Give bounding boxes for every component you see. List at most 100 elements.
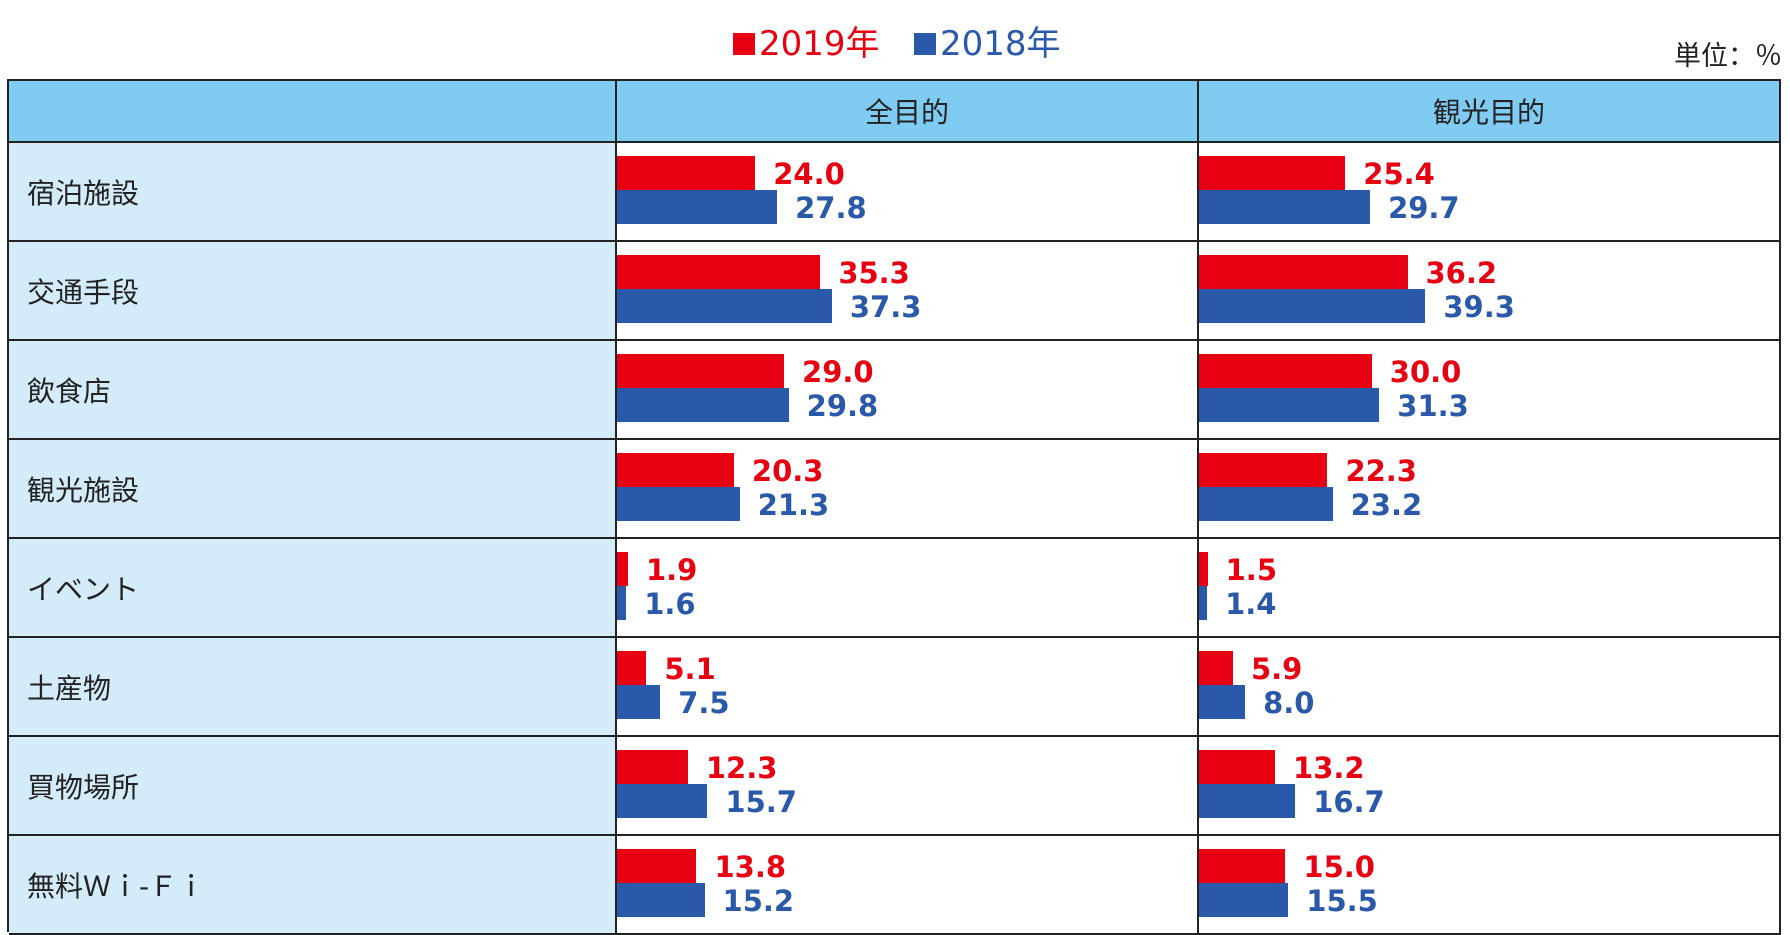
bar-2018 <box>617 586 627 620</box>
bar-cell-3-2: 30.0 31.3 <box>1199 341 1781 440</box>
data-label-2019: 22.3 <box>1345 454 1417 488</box>
bar-2019 <box>1199 156 1346 190</box>
row-label-2: 交通手段 <box>9 242 617 341</box>
bar-2019 <box>1199 255 1408 289</box>
data-label-2018: 15.5 <box>1306 884 1378 918</box>
data-label-2018: 1.4 <box>1225 587 1277 621</box>
data-label-2019: 35.3 <box>838 256 910 290</box>
bar-2019 <box>617 354 785 388</box>
bar-2019 <box>1199 750 1276 784</box>
legend-label-2019: 2019年 <box>759 24 880 64</box>
chart-table: 全目的 観光目的 宿泊施設 24.0 27.8 25.4 29.7 交通手段 35.3 37.3 3… <box>7 79 1781 935</box>
bar-2018 <box>1199 685 1246 719</box>
column-header-2: 観光目的 <box>1199 81 1781 143</box>
bar-2018 <box>617 685 661 719</box>
data-label-2018: 8.0 <box>1263 686 1315 720</box>
data-label-2018: 39.3 <box>1443 290 1515 324</box>
data-label-2019: 25.4 <box>1363 157 1435 191</box>
bar-2019 <box>1199 453 1328 487</box>
bar-2018 <box>1199 586 1208 620</box>
data-label-2019: 1.9 <box>645 553 698 587</box>
row-label-1: 宿泊施設 <box>9 143 617 242</box>
bar-2018 <box>617 289 832 323</box>
bar-2019 <box>617 750 688 784</box>
data-label-2019: 24.0 <box>773 157 845 191</box>
bar-cell-8-2: 15.0 15.5 <box>1199 836 1781 935</box>
bar-cell-4-2: 22.3 23.2 <box>1199 440 1781 539</box>
bar-cell-4-1: 20.3 21.3 <box>617 440 1199 539</box>
legend-swatch-2019 <box>733 33 755 55</box>
bar-cell-5-1: 1.9 1.6 <box>617 539 1199 638</box>
row-label-6: 土産物 <box>9 638 617 737</box>
data-label-2018: 29.8 <box>806 389 879 423</box>
data-label-2018: 27.8 <box>795 191 867 225</box>
data-label-2019: 20.3 <box>751 454 824 488</box>
row-label-7: 買物場所 <box>9 737 617 836</box>
data-label-2019: 13.2 <box>1293 751 1365 785</box>
data-label-2018: 31.3 <box>1397 389 1469 423</box>
data-label-2018: 16.7 <box>1313 785 1385 819</box>
bar-cell-2-2: 36.2 39.3 <box>1199 242 1781 341</box>
row-label-5: イベント <box>9 539 617 638</box>
bar-2019 <box>1199 849 1286 883</box>
bar-2018 <box>1199 487 1333 521</box>
data-label-2019: 12.3 <box>705 751 778 785</box>
bar-cell-1-1: 24.0 27.8 <box>617 143 1199 242</box>
bar-cell-8-1: 13.8 15.2 <box>617 836 1199 935</box>
bar-2018 <box>1199 883 1289 917</box>
bar-2019 <box>617 849 697 883</box>
bar-2018 <box>617 388 789 422</box>
bar-2018 <box>617 883 705 917</box>
bar-2019 <box>617 453 734 487</box>
bar-2018 <box>1199 289 1426 323</box>
bar-cell-5-2: 1.5 1.4 <box>1199 539 1781 638</box>
data-label-2019: 13.8 <box>714 850 787 884</box>
bar-cell-3-1: 29.0 29.8 <box>617 341 1199 440</box>
legend-swatch-2018 <box>914 33 936 55</box>
bar-2019 <box>617 156 756 190</box>
data-label-2019: 5.1 <box>664 652 716 686</box>
bar-cell-6-2: 5.9 8.0 <box>1199 638 1781 737</box>
bar-cell-7-1: 12.3 15.7 <box>617 737 1199 836</box>
data-label-2018: 7.5 <box>678 686 730 720</box>
bar-2019 <box>617 552 628 586</box>
data-label-2018: 15.2 <box>722 884 795 918</box>
data-label-2019: 30.0 <box>1389 355 1462 389</box>
data-label-2019: 5.9 <box>1250 652 1303 686</box>
bar-2018 <box>1199 784 1296 818</box>
bar-2018 <box>617 487 740 521</box>
bar-2019 <box>1199 354 1372 388</box>
bar-2018 <box>1199 190 1371 224</box>
bar-cell-1-2: 25.4 29.7 <box>1199 143 1781 242</box>
data-label-2019: 1.5 <box>1225 553 1277 587</box>
bar-cell-7-2: 13.2 16.7 <box>1199 737 1781 836</box>
legend-item-2018: 2018年 <box>914 24 1061 64</box>
bar-2018 <box>1199 388 1380 422</box>
bar-2018 <box>617 784 708 818</box>
bar-cell-6-1: 5.1 7.5 <box>617 638 1199 737</box>
column-header-1: 全目的 <box>617 81 1199 143</box>
legend-item-2019: 2019年 <box>733 24 880 64</box>
data-label-2018: 29.7 <box>1388 191 1460 225</box>
row-label-4: 観光施設 <box>9 440 617 539</box>
chart-legend: 2019年 2018年 <box>0 24 1790 64</box>
bar-2019 <box>1199 651 1233 685</box>
unit-label: 単位：％ <box>1674 41 1782 72</box>
bar-cell-2-1: 35.3 37.3 <box>617 242 1199 341</box>
header-blank-cell <box>9 81 617 143</box>
data-label-2018: 37.3 <box>849 290 922 324</box>
bar-2019 <box>1199 552 1208 586</box>
bar-2019 <box>617 255 821 289</box>
data-label-2018: 1.6 <box>644 587 696 621</box>
data-label-2018: 15.7 <box>725 785 797 819</box>
data-label-2018: 21.3 <box>757 488 830 522</box>
data-label-2019: 15.0 <box>1303 850 1375 884</box>
legend-label-2018: 2018年 <box>940 24 1061 64</box>
row-label-3: 飲食店 <box>9 341 617 440</box>
data-label-2019: 36.2 <box>1425 256 1498 290</box>
data-label-2019: 29.0 <box>802 355 874 389</box>
row-label-8: 無料Ｗｉ-Ｆｉ <box>9 836 617 935</box>
bar-2018 <box>617 190 778 224</box>
data-label-2018: 23.2 <box>1350 488 1423 522</box>
bar-2019 <box>617 651 647 685</box>
